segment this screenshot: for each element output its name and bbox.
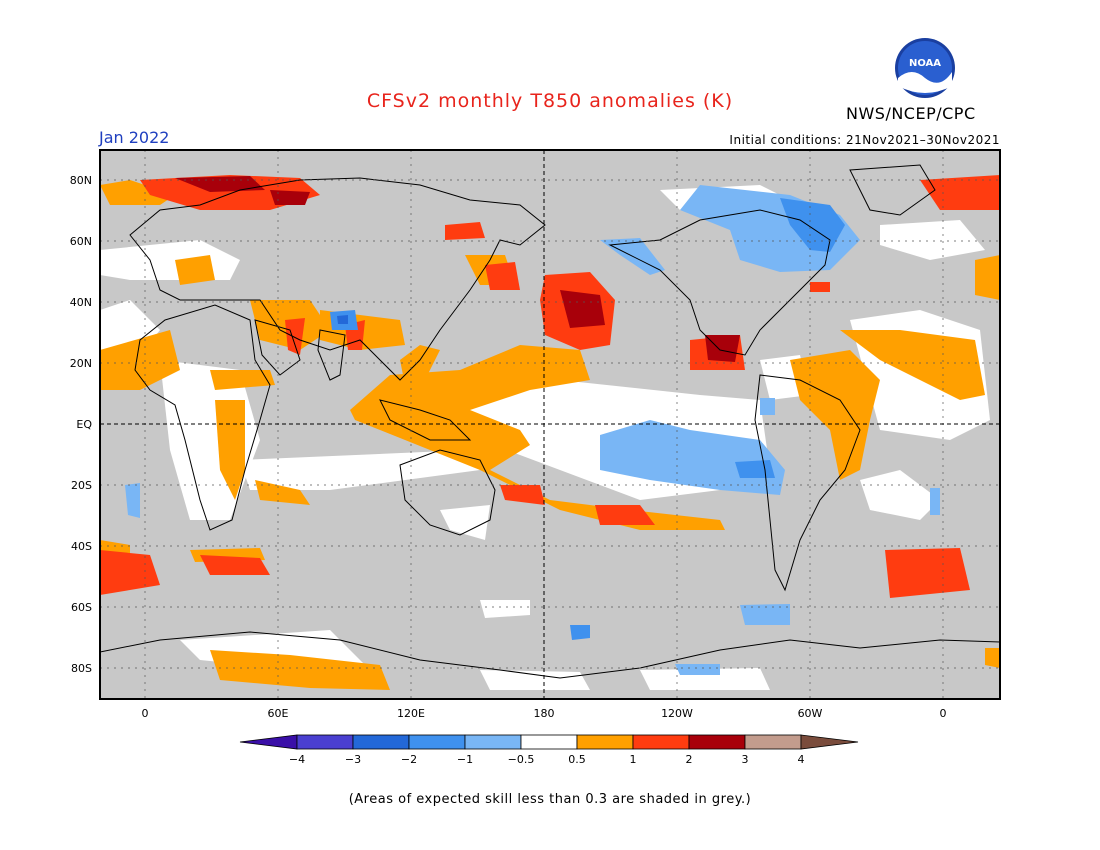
legend-swatch	[744, 734, 802, 750]
strong-cold-anomaly-spot	[337, 315, 348, 324]
lon-label: 60E	[268, 707, 289, 720]
lat-label: 80N	[70, 174, 92, 187]
noaa-logo-text: NOAA	[909, 58, 941, 69]
legend-label: −4	[289, 753, 305, 766]
legend-swatch	[408, 734, 466, 750]
lat-label: 60N	[70, 235, 92, 248]
legend-swatch	[296, 734, 354, 750]
legend-label: 1	[630, 753, 637, 766]
legend-label: −3	[345, 753, 361, 766]
legend-label: 2	[686, 753, 693, 766]
legend-label: −1	[457, 753, 473, 766]
lon-label: 0	[940, 707, 947, 720]
weak-warm-anomaly-regions	[100, 180, 1000, 690]
strong-warm-anomaly-regions	[175, 176, 740, 362]
lon-label: 0	[142, 707, 149, 720]
initial-conditions: Initial conditions: 21Nov2021–30Nov2021	[729, 133, 1000, 147]
legend-label: 0.5	[568, 753, 586, 766]
map-frame	[99, 149, 1001, 700]
lat-label: EQ	[76, 418, 92, 431]
legend-swatch	[464, 734, 522, 750]
legend-swatch	[632, 734, 690, 750]
skill-footnote: (Areas of expected skill less than 0.3 a…	[348, 792, 752, 807]
lat-label: 20N	[70, 357, 92, 370]
legend-label: −2	[401, 753, 417, 766]
legend-swatch	[688, 734, 746, 750]
map-field	[100, 150, 1000, 699]
legend-swatch	[352, 734, 410, 750]
coastlines	[100, 164, 1000, 679]
lat-label: 40S	[71, 540, 92, 553]
legend-arrow-high	[800, 734, 859, 750]
color-legend: −4 −3 −2 −1 −0.5 0.5 1 2 3 4	[239, 734, 859, 766]
legend-arrow-low	[239, 734, 298, 750]
legend-label: −0.5	[508, 753, 535, 766]
map-title: CFSv2 monthly T850 anomalies (K)	[366, 90, 734, 112]
lat-label: 80S	[71, 662, 92, 675]
lon-label: 120E	[397, 707, 425, 720]
lon-label: 120W	[661, 707, 693, 720]
lon-label: 180	[534, 707, 555, 720]
agency-label: NWS/NCEP/CPC	[846, 104, 976, 123]
lat-label: 40N	[70, 296, 92, 309]
lon-label: 60W	[798, 707, 823, 720]
legend-label: 4	[798, 753, 805, 766]
legend-label: 3	[742, 753, 749, 766]
noaa-logo-icon: NOAA	[895, 38, 955, 98]
latitude-axis: 80N 60N 40N 20N EQ 20S 40S 60S 80S	[70, 174, 93, 675]
moderate-cold-anomaly-regions	[330, 198, 845, 640]
lat-label: 60S	[71, 601, 92, 614]
forecast-period: Jan 2022	[99, 128, 170, 147]
longitude-axis: 0 60E 120E 180 120W 60W 0	[142, 707, 947, 720]
legend-swatch	[520, 734, 578, 750]
lat-label: 20S	[71, 479, 92, 492]
legend-swatch	[576, 734, 634, 750]
